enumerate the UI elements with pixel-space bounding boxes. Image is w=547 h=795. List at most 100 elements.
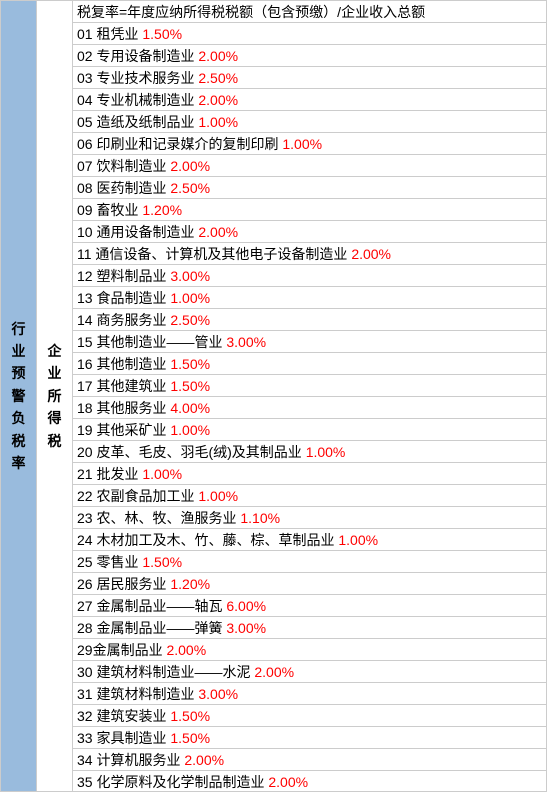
row-label: 23 农、林、牧、渔服务业 — [77, 510, 240, 526]
row-label: 05 造纸及纸制品业 — [77, 114, 198, 130]
row-rate: 1.50% — [170, 708, 210, 724]
row-rate: 2.00% — [198, 92, 238, 108]
row-label: 06 印刷业和记录媒介的复制印刷 — [77, 136, 282, 152]
row-label: 34 计算机服务业 — [77, 752, 184, 768]
row-rate: 1.50% — [170, 378, 210, 394]
tax-rate-table: 行业预警负税率 企业所得税 税复率=年度应纳所得税税额（包含预缴）/企业收入总额… — [0, 0, 547, 792]
row-label: 02 专用设备制造业 — [77, 48, 198, 64]
row-rate: 2.00% — [254, 664, 294, 680]
row-rate: 2.50% — [170, 312, 210, 328]
row-label: 30 建筑材料制造业——水泥 — [77, 664, 254, 680]
row-label: 11 通信设备、计算机及其他电子设备制造业 — [77, 246, 351, 262]
table-row: 21 批发业 1.00% — [73, 462, 547, 484]
row-rate: 2.00% — [198, 224, 238, 240]
table-row: 34 计算机服务业 2.00% — [73, 748, 547, 770]
row-rate: 1.50% — [142, 26, 182, 42]
row-label: 08 医药制造业 — [77, 180, 170, 196]
category-column: 行业预警负税率 — [1, 0, 37, 792]
row-rate: 1.20% — [170, 576, 210, 592]
table-row: 19 其他采矿业 1.00% — [73, 418, 547, 440]
row-label: 25 零售业 — [77, 554, 142, 570]
table-row: 04 专业机械制造业 2.00% — [73, 88, 547, 110]
row-rate: 1.00% — [142, 466, 182, 482]
row-rate: 3.00% — [226, 334, 266, 350]
table-row: 09 畜牧业 1.20% — [73, 198, 547, 220]
table-row: 03 专业技术服务业 2.50% — [73, 66, 547, 88]
row-rate: 1.00% — [170, 422, 210, 438]
table-row: 14 商务服务业 2.50% — [73, 308, 547, 330]
row-rate: 1.50% — [170, 730, 210, 746]
row-label: 14 商务服务业 — [77, 312, 170, 328]
row-label: 32 建筑安装业 — [77, 708, 170, 724]
table-row: 13 食品制造业 1.00% — [73, 286, 547, 308]
row-rate: 3.00% — [198, 686, 238, 702]
table-row: 29金属制品业 2.00% — [73, 638, 547, 660]
table-row: 17 其他建筑业 1.50% — [73, 374, 547, 396]
row-label: 28 金属制品业——弹簧 — [77, 620, 226, 636]
table-row: 32 建筑安装业 1.50% — [73, 704, 547, 726]
row-rate: 2.50% — [198, 70, 238, 86]
table-row: 16 其他制造业 1.50% — [73, 352, 547, 374]
row-label: 10 通用设备制造业 — [77, 224, 198, 240]
tax-type-label: 企业所得税 — [48, 340, 62, 452]
table-row: 15 其他制造业——管业 3.00% — [73, 330, 547, 352]
table-row: 25 零售业 1.50% — [73, 550, 547, 572]
row-rate: 1.00% — [170, 290, 210, 306]
table-row: 12 塑料制品业 3.00% — [73, 264, 547, 286]
category-label: 行业预警负税率 — [12, 318, 26, 475]
table-row: 06 印刷业和记录媒介的复制印刷 1.00% — [73, 132, 547, 154]
row-rate: 2.00% — [184, 752, 224, 768]
table-row: 33 家具制造业 1.50% — [73, 726, 547, 748]
row-label: 15 其他制造业——管业 — [77, 334, 226, 350]
table-row: 05 造纸及纸制品业 1.00% — [73, 110, 547, 132]
row-rate: 3.00% — [170, 268, 210, 284]
table-row: 31 建筑材料制造业 3.00% — [73, 682, 547, 704]
row-label: 19 其他采矿业 — [77, 422, 170, 438]
row-label: 18 其他服务业 — [77, 400, 170, 416]
row-rate: 1.00% — [306, 444, 346, 460]
table-row: 08 医药制造业 2.50% — [73, 176, 547, 198]
row-label: 17 其他建筑业 — [77, 378, 170, 394]
row-label: 12 塑料制品业 — [77, 268, 170, 284]
row-label: 26 居民服务业 — [77, 576, 170, 592]
row-rate: 2.00% — [351, 246, 391, 262]
row-rate: 2.50% — [170, 180, 210, 196]
table-row: 22 农副食品加工业 1.00% — [73, 484, 547, 506]
tax-type-column: 企业所得税 — [37, 0, 73, 792]
row-label: 01 租凭业 — [77, 26, 142, 42]
row-label: 22 农副食品加工业 — [77, 488, 198, 504]
table-row: 11 通信设备、计算机及其他电子设备制造业 2.00% — [73, 242, 547, 264]
row-label: 21 批发业 — [77, 466, 142, 482]
row-rate: 3.00% — [226, 620, 266, 636]
table-row: 24 木材加工及木、竹、藤、棕、草制品业 1.00% — [73, 528, 547, 550]
table-row: 35 化学原料及化学制品制造业 2.00% — [73, 770, 547, 792]
row-rate: 1.20% — [142, 202, 182, 218]
row-label: 04 专业机械制造业 — [77, 92, 198, 108]
table-row: 28 金属制品业——弹簧 3.00% — [73, 616, 547, 638]
row-rate: 2.00% — [198, 48, 238, 64]
row-label: 09 畜牧业 — [77, 202, 142, 218]
table-row: 26 居民服务业 1.20% — [73, 572, 547, 594]
row-rate: 1.50% — [142, 554, 182, 570]
row-label: 03 专业技术服务业 — [77, 70, 198, 86]
row-rate: 1.00% — [198, 114, 238, 130]
row-label: 24 木材加工及木、竹、藤、棕、草制品业 — [77, 532, 338, 548]
table-row: 07 饮料制造业 2.00% — [73, 154, 547, 176]
table-row: 01 租凭业 1.50% — [73, 22, 547, 44]
row-label: 07 饮料制造业 — [77, 158, 170, 174]
table-row: 02 专用设备制造业 2.00% — [73, 44, 547, 66]
table-row: 23 农、林、牧、渔服务业 1.10% — [73, 506, 547, 528]
row-rate: 4.00% — [170, 400, 210, 416]
table-row: 20 皮革、毛皮、羽毛(绒)及其制品业 1.00% — [73, 440, 547, 462]
row-label: 33 家具制造业 — [77, 730, 170, 746]
table-row: 30 建筑材料制造业——水泥 2.00% — [73, 660, 547, 682]
row-label: 27 金属制品业——轴瓦 — [77, 598, 226, 614]
table-row: 18 其他服务业 4.00% — [73, 396, 547, 418]
row-label: 13 食品制造业 — [77, 290, 170, 306]
table-row: 27 金属制品业——轴瓦 6.00% — [73, 594, 547, 616]
row-rate: 2.00% — [268, 774, 308, 790]
row-rate: 1.00% — [198, 488, 238, 504]
row-rate: 1.50% — [170, 356, 210, 372]
row-rate: 2.00% — [170, 158, 210, 174]
formula-row: 税复率=年度应纳所得税税额（包含预缴）/企业收入总额 — [73, 0, 547, 22]
